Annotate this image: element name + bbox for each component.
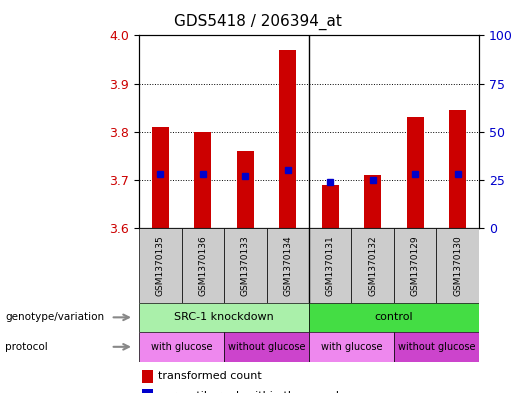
- Text: SRC-1 knockdown: SRC-1 knockdown: [174, 312, 274, 322]
- Bar: [224, 228, 267, 303]
- Bar: [237, 151, 254, 228]
- Bar: [352, 228, 394, 303]
- Bar: [394, 332, 479, 362]
- Text: without glucose: without glucose: [228, 342, 305, 352]
- Bar: [279, 50, 296, 228]
- Bar: [394, 228, 437, 303]
- Bar: [322, 185, 339, 228]
- Text: transformed count: transformed count: [158, 371, 262, 382]
- Text: GSM1370134: GSM1370134: [283, 235, 292, 296]
- Text: control: control: [375, 312, 413, 322]
- Bar: [182, 228, 224, 303]
- Text: with glucose: with glucose: [321, 342, 382, 352]
- Bar: [139, 303, 309, 332]
- Bar: [437, 228, 479, 303]
- Bar: [267, 228, 309, 303]
- Bar: [152, 127, 169, 228]
- Text: GSM1370131: GSM1370131: [326, 235, 335, 296]
- Bar: [194, 132, 211, 228]
- Bar: [309, 303, 479, 332]
- Text: GSM1370130: GSM1370130: [453, 235, 462, 296]
- Text: with glucose: with glucose: [151, 342, 212, 352]
- Text: genotype/variation: genotype/variation: [5, 312, 104, 322]
- Text: GSM1370132: GSM1370132: [368, 235, 377, 296]
- Bar: [309, 228, 351, 303]
- Text: GSM1370136: GSM1370136: [198, 235, 207, 296]
- Bar: [364, 175, 381, 228]
- Bar: [407, 117, 424, 228]
- Text: protocol: protocol: [5, 342, 48, 352]
- Text: GSM1370133: GSM1370133: [241, 235, 250, 296]
- Bar: [139, 332, 224, 362]
- Bar: [143, 370, 152, 383]
- Bar: [309, 332, 394, 362]
- Text: GDS5418 / 206394_at: GDS5418 / 206394_at: [174, 14, 341, 30]
- Text: percentile rank within the sample: percentile rank within the sample: [158, 391, 346, 393]
- Bar: [143, 389, 152, 393]
- Bar: [139, 228, 182, 303]
- Text: without glucose: without glucose: [398, 342, 475, 352]
- Bar: [449, 110, 466, 228]
- Text: GSM1370129: GSM1370129: [411, 235, 420, 296]
- Text: GSM1370135: GSM1370135: [156, 235, 165, 296]
- Bar: [224, 332, 309, 362]
